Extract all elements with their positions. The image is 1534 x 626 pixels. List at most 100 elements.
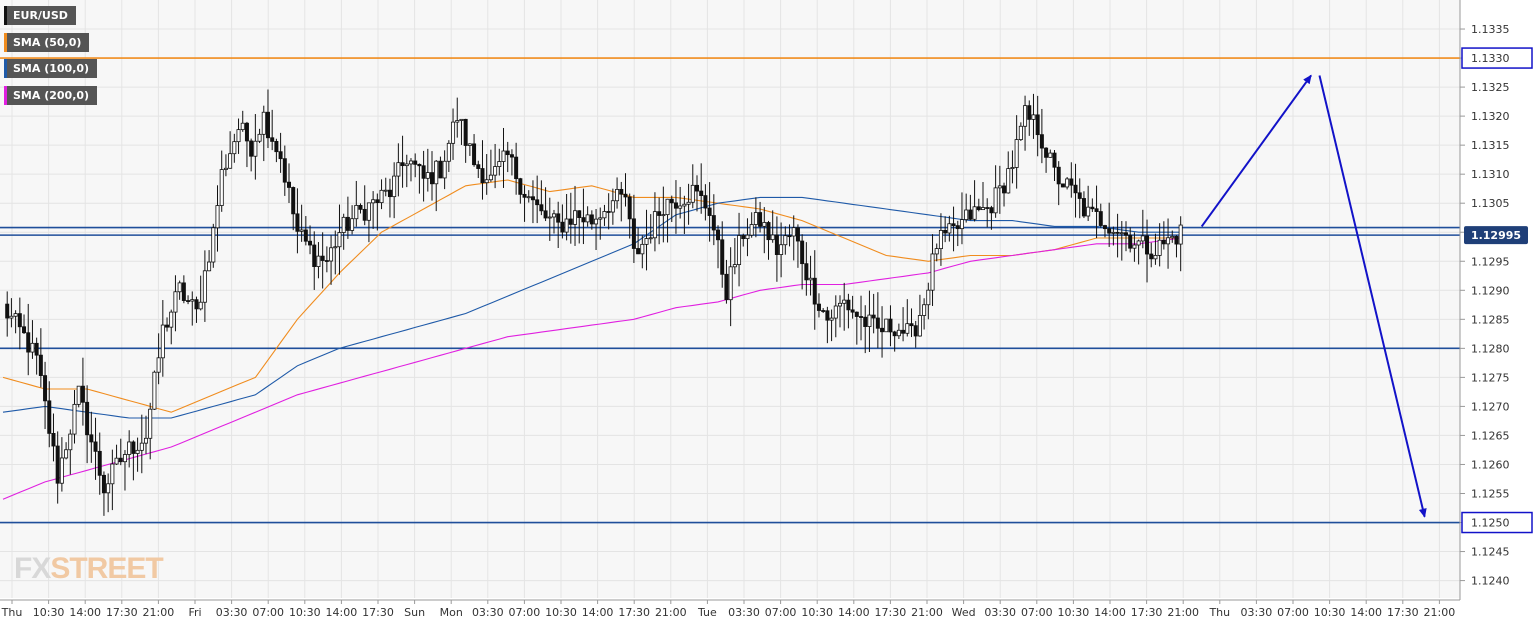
candle-body	[30, 342, 35, 353]
candle-body	[408, 160, 413, 165]
candle-body	[13, 313, 18, 317]
candle-body	[551, 213, 556, 218]
candle-body	[303, 229, 308, 242]
legend-item-sma50[interactable]: SMA (50,0)	[4, 33, 90, 52]
candle-body	[396, 162, 401, 177]
candle-body	[964, 209, 969, 220]
last-price-label: 1.12995	[1471, 229, 1521, 242]
candle-body	[922, 304, 927, 316]
candle-body	[526, 196, 531, 199]
candle-body	[1031, 114, 1036, 120]
candle-body	[480, 168, 485, 184]
y-tick-label: 1.1285	[1471, 313, 1510, 326]
x-tick-label: 17:30	[362, 606, 394, 619]
candle-body	[594, 218, 599, 225]
candle-body	[152, 371, 157, 410]
candle-body	[17, 313, 22, 328]
candle-body	[976, 206, 981, 211]
candle-body	[842, 299, 847, 304]
candle-body	[934, 248, 939, 255]
last-price-box	[1464, 226, 1528, 245]
candle-body	[1006, 168, 1011, 194]
candle-body	[299, 229, 304, 232]
candle-body	[905, 323, 910, 334]
candle-body	[127, 441, 132, 455]
y-tick-label: 1.1295	[1471, 255, 1510, 268]
candle-body	[787, 235, 792, 238]
candle-body	[896, 329, 901, 337]
candle-body	[652, 211, 657, 239]
candle-body	[312, 244, 317, 267]
candle-body	[505, 150, 510, 156]
x-tick-label: 10:30	[289, 606, 321, 619]
candle-body	[34, 342, 39, 356]
candle-body	[732, 264, 737, 268]
candle-body	[610, 200, 615, 213]
candle-body	[316, 255, 321, 267]
candle-body	[354, 204, 359, 220]
y-tick-highlight-box	[1461, 511, 1533, 534]
logo-fx: FX	[14, 552, 51, 585]
candle-body	[85, 401, 90, 436]
x-tick-label: 17:30	[618, 606, 650, 619]
legend-swatch	[4, 86, 7, 105]
candle-body	[606, 211, 611, 213]
y-tick-label: 1.1245	[1471, 546, 1510, 559]
legend-label: SMA (200,0)	[13, 89, 90, 102]
candle-body	[821, 310, 826, 312]
x-tick-label: Mon	[440, 606, 463, 619]
candle-body	[1069, 178, 1074, 186]
candle-body	[627, 196, 632, 220]
y-tick-label: 1.1290	[1471, 284, 1510, 297]
candle-body	[358, 204, 363, 210]
x-tick-label: Sun	[404, 606, 425, 619]
x-tick-label: 14:00	[1094, 606, 1126, 619]
candle-body	[779, 244, 784, 255]
candle-body	[808, 277, 813, 281]
candle-body	[387, 189, 392, 198]
candle-body	[850, 309, 855, 313]
candle-body	[118, 457, 123, 463]
candle-body	[631, 218, 636, 249]
y-tick-label: 1.1240	[1471, 575, 1510, 588]
candle-body	[413, 160, 418, 165]
legend-item-symbol[interactable]: EUR/USD	[4, 6, 76, 25]
candle-body	[400, 162, 405, 167]
candle-body	[892, 331, 897, 337]
candle-body	[324, 260, 329, 262]
candle-body	[640, 243, 645, 255]
candle-body	[89, 434, 94, 443]
candle-body	[581, 217, 586, 223]
legend-item-sma100[interactable]: SMA (100,0)	[4, 59, 98, 78]
candle-body	[753, 212, 758, 225]
candle-body	[518, 178, 523, 195]
candle-body	[148, 408, 153, 439]
candle-body	[1124, 232, 1129, 236]
candle-body	[1010, 167, 1015, 170]
x-tick-label: 21:00	[1424, 606, 1456, 619]
candle-body	[589, 214, 594, 225]
candle-body	[257, 133, 262, 142]
candle-body	[829, 317, 834, 321]
candle-body	[699, 190, 704, 196]
candle-body	[320, 255, 325, 261]
candle-body	[38, 354, 43, 376]
y-tick-label: 1.1315	[1471, 139, 1510, 152]
candle-body	[854, 311, 859, 317]
candle-body	[602, 211, 607, 219]
candle-body	[101, 474, 106, 494]
candle-body	[472, 143, 477, 166]
x-tick-label: 14:00	[326, 606, 358, 619]
candle-body	[888, 318, 893, 333]
candle-body	[223, 167, 228, 170]
candle-body	[362, 208, 367, 221]
candle-body	[1014, 139, 1019, 168]
legend-item-sma200[interactable]: SMA (200,0)	[4, 86, 98, 105]
candle-body	[741, 235, 746, 240]
candle-body	[619, 188, 624, 195]
candle-body	[333, 246, 338, 249]
x-tick-label: 03:30	[216, 606, 248, 619]
candle-body	[76, 385, 81, 405]
candle-body	[1073, 184, 1078, 194]
